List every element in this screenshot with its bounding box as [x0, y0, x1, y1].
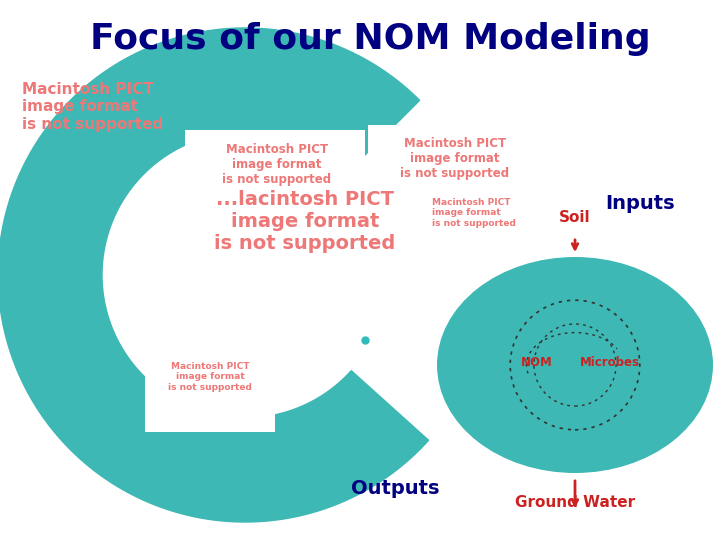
Text: Soil: Soil: [559, 210, 591, 225]
Text: Macintosh PICT
image format
is not supported: Macintosh PICT image format is not suppo…: [400, 137, 510, 180]
Text: Macintosh PICT
image format
is not supported: Macintosh PICT image format is not suppo…: [222, 143, 332, 186]
Text: Inputs: Inputs: [606, 194, 675, 213]
Bar: [145, 357, 275, 432]
Text: Macintosh PICT
image format
is not supported: Macintosh PICT image format is not suppo…: [432, 198, 516, 228]
Ellipse shape: [437, 257, 713, 473]
Text: Macintosh PICT
image format
is not supported: Macintosh PICT image format is not suppo…: [22, 82, 163, 132]
Text: Ground Water: Ground Water: [515, 495, 635, 510]
Text: Outputs: Outputs: [351, 478, 439, 497]
Bar: [368, 125, 543, 230]
Text: Macintosh PICT
image format
is not supported: Macintosh PICT image format is not suppo…: [168, 362, 252, 392]
Text: Focus of our NOM Modeling: Focus of our NOM Modeling: [90, 22, 650, 56]
Text: ...lacintosh PICT
image format
is not supported: ...lacintosh PICT image format is not su…: [215, 190, 395, 253]
Text: Microbes: Microbes: [580, 355, 640, 368]
Text: NOM: NOM: [521, 355, 553, 368]
Polygon shape: [0, 28, 428, 522]
Bar: [185, 130, 365, 265]
Polygon shape: [328, 406, 390, 470]
